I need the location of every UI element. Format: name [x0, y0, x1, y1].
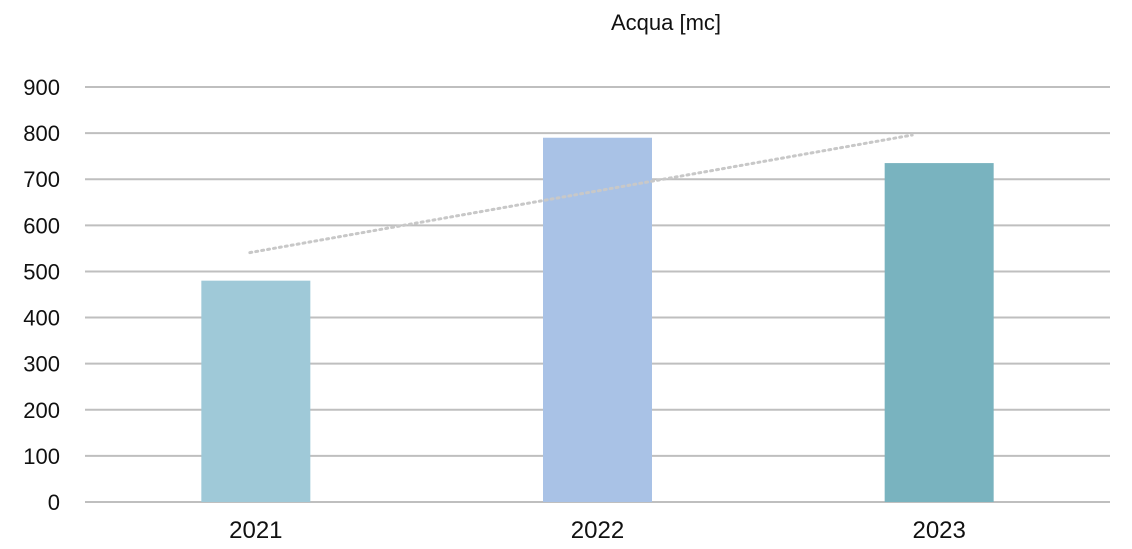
- y-tick-label: 700: [23, 167, 60, 192]
- y-tick-label: 100: [23, 444, 60, 469]
- bars: [201, 137, 994, 503]
- y-tick-label: 900: [23, 75, 60, 100]
- x-tick-label: 2023: [912, 517, 965, 544]
- y-tick-label: 0: [48, 490, 60, 515]
- x-tick-label: 2021: [229, 517, 282, 544]
- bar-2021: [201, 280, 311, 502]
- trendline-layer: [248, 133, 914, 255]
- x-axis-ticks: 2021 2022 2023: [229, 517, 966, 544]
- bar-2023: [884, 163, 994, 503]
- y-tick-label: 500: [23, 259, 60, 284]
- y-tick-label: 800: [23, 121, 60, 146]
- trendline: [248, 133, 914, 255]
- y-tick-label: 400: [23, 306, 60, 331]
- y-tick-label: 600: [23, 213, 60, 238]
- x-tick-label: 2022: [571, 517, 624, 544]
- chart-title: Acqua [mc]: [610, 10, 722, 35]
- y-tick-label: 300: [23, 352, 60, 377]
- bar-2022: [543, 137, 652, 502]
- y-tick-label: 200: [23, 398, 60, 423]
- y-axis-ticks: 0 100 200 300 400 500 600 700 800 900: [23, 75, 60, 515]
